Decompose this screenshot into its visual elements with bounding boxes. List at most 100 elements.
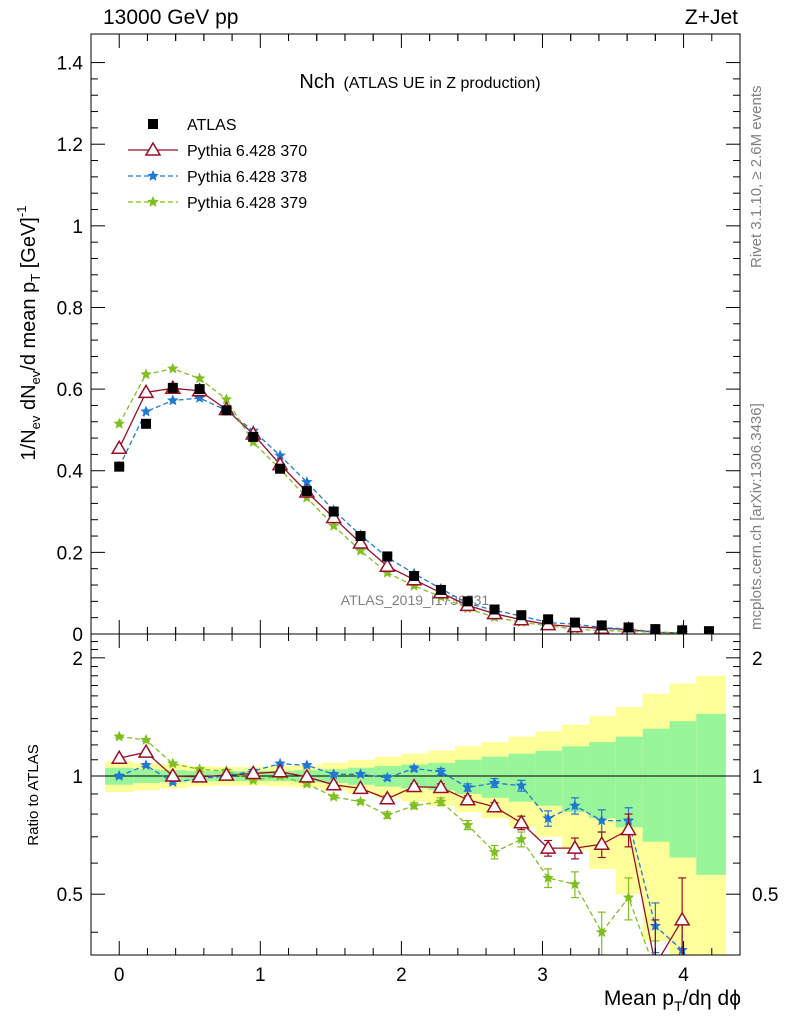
- line-pythia-6-428-378: [118, 397, 683, 634]
- legend-marker-pythia-6-428-378: [147, 170, 159, 181]
- mcplots-label: mcplots.cern.ch [arXiv:1306.3436]: [748, 403, 765, 630]
- ratio-point-pythia-6-428-370: [271, 763, 289, 778]
- legend-label-pythia-6-428-379: Pythia 6.428 379: [187, 195, 307, 212]
- band-inner: [669, 721, 697, 858]
- ratio-point-pythia-6-428-370: [513, 814, 530, 829]
- ratio-point-pythia-6-428-379: [328, 790, 340, 802]
- ratio-point-pythia-6-428-379: [515, 833, 527, 845]
- ratio-y-tick-label-right: 0.5: [752, 885, 778, 906]
- ratio-bands: [91, 675, 740, 955]
- ratio-point-pythia-6-428-379: [435, 795, 447, 807]
- point-pythia-6-428-370: [378, 557, 396, 572]
- point-atlas: [516, 610, 527, 621]
- point-pythia-6-428-379: [113, 417, 125, 429]
- x-tick-label: 1: [255, 965, 266, 986]
- ratio-point-pythia-6-428-378: [301, 759, 313, 771]
- ratio-point-pythia-6-428-379: [301, 777, 313, 789]
- point-atlas: [489, 604, 500, 615]
- ratio-point-pythia-6-428-370: [620, 821, 637, 836]
- ratio-frame: [90, 633, 741, 956]
- ratio-point-pythia-6-428-370: [325, 776, 342, 791]
- ratio-point-pythia-6-428-370: [352, 779, 369, 795]
- y-tick-label: 0.4: [57, 462, 84, 483]
- point-atlas: [328, 506, 339, 517]
- point-pythia-6-428-378: [193, 392, 206, 403]
- ratio-point-pythia-6-428-379: [354, 795, 367, 807]
- point-pythia-6-428-378: [140, 405, 152, 417]
- y-tick-label: 1.4: [57, 54, 84, 75]
- point-atlas: [703, 626, 714, 634]
- point-atlas: [677, 625, 688, 634]
- band-inner: [535, 750, 563, 806]
- main-axes: 0 0.2 0.4 0.6 0.8 1 1.2 1.4: [57, 33, 741, 646]
- ratio-point-pythia-6-428-378: [274, 757, 286, 769]
- ratio-point-pythia-6-428-379: [247, 774, 259, 786]
- point-atlas: [543, 614, 554, 625]
- ratio-point-pythia-6-428-370: [378, 790, 396, 805]
- legend: ATLAS Pythia 6.428 370 Pythia 6.428 378 Pyt…: [128, 117, 307, 212]
- point-atlas: [167, 382, 178, 393]
- ratio-line-pythia-6-428-378: [118, 763, 683, 951]
- point-atlas: [435, 584, 446, 595]
- ratio-point-pythia-6-428-378: [408, 762, 420, 774]
- ratio-y-axis-title: Ratio to ATLAS: [25, 744, 42, 845]
- x-axis-title: Mean pT/dη dϕ: [604, 987, 741, 1014]
- point-atlas: [248, 431, 259, 442]
- point-pythia-6-428-379: [328, 519, 340, 531]
- ratio-y-tick-label: 0.5: [57, 885, 83, 906]
- ratio-y-tick-label: 1: [72, 767, 83, 788]
- ratio-point-pythia-6-428-379: [542, 871, 554, 883]
- y-tick-label: 1.2: [57, 135, 83, 156]
- ratio-point-pythia-6-428-379: [650, 964, 662, 975]
- ratio-point-pythia-6-428-370: [110, 749, 128, 764]
- energy-label: 13000 GeV pp: [103, 6, 238, 29]
- ratio-point-pythia-6-428-379: [113, 730, 125, 742]
- ratio-point-pythia-6-428-370: [405, 778, 423, 793]
- ratio-point-pythia-6-428-370: [486, 798, 503, 813]
- y-axis-title: 1/Nev dNev/d mean pT [GeV]-1: [14, 206, 43, 461]
- ratio-point-pythia-6-428-378: [462, 781, 474, 793]
- ratio-point-pythia-6-428-379: [462, 819, 474, 830]
- legend-marker-atlas: [148, 119, 158, 129]
- ratio-point-pythia-6-428-370: [218, 766, 235, 781]
- point-atlas: [382, 551, 393, 562]
- band-inner: [508, 753, 536, 802]
- ratio-point-pythia-6-428-378: [569, 799, 581, 811]
- ratio-point-pythia-6-428-370: [459, 791, 477, 806]
- y-tick-label: 0.8: [57, 298, 83, 319]
- ratio-point-pythia-6-428-370: [244, 764, 262, 780]
- ratio-point-pythia-6-428-378: [515, 779, 527, 791]
- point-atlas: [141, 418, 152, 429]
- legend-label-atlas: ATLAS: [187, 117, 237, 134]
- x-tick-label: 2: [396, 965, 407, 986]
- ratio-point-pythia-6-428-379: [488, 846, 501, 857]
- y-tick-label: 1: [72, 217, 83, 238]
- point-pythia-6-428-379: [381, 566, 393, 578]
- band-inner: [642, 728, 670, 842]
- point-atlas: [409, 571, 420, 582]
- point-atlas: [623, 622, 634, 633]
- ratio-point-pythia-6-428-379: [140, 734, 152, 745]
- ratio-line-pythia-6-428-370: [119, 751, 683, 955]
- plot-title-sub: (ATLAS UE in Z production): [343, 75, 540, 92]
- point-pythia-6-428-378: [301, 476, 313, 487]
- point-pythia-6-428-378: [167, 394, 179, 406]
- ratio-point-pythia-6-428-379: [622, 891, 635, 903]
- point-pythia-6-428-379: [354, 544, 367, 556]
- y-tick-label: 0: [72, 625, 83, 646]
- plot-title-main: Nch: [299, 71, 335, 93]
- watermark: ATLAS_2019_I1736531: [341, 592, 490, 608]
- point-atlas: [221, 405, 232, 416]
- ratio-point-pythia-6-428-370: [164, 767, 182, 782]
- ratio-point-pythia-6-428-378: [596, 814, 608, 826]
- ratio-point-pythia-6-428-379: [596, 926, 608, 938]
- ratio-axes: 0.5 0.5 1 1 2 2 0 1 2 3 4: [57, 633, 778, 986]
- band-inner: [481, 756, 509, 798]
- ratio-point-pythia-6-428-378: [381, 771, 393, 783]
- legend-label-pythia-6-428-378: Pythia 6.428 378: [187, 169, 307, 186]
- point-pythia-6-428-378: [274, 449, 286, 461]
- ratio-point-pythia-6-428-370: [191, 768, 208, 783]
- ratio-point-pythia-6-428-370: [137, 743, 155, 758]
- ratio-point-pythia-6-428-370: [673, 911, 691, 926]
